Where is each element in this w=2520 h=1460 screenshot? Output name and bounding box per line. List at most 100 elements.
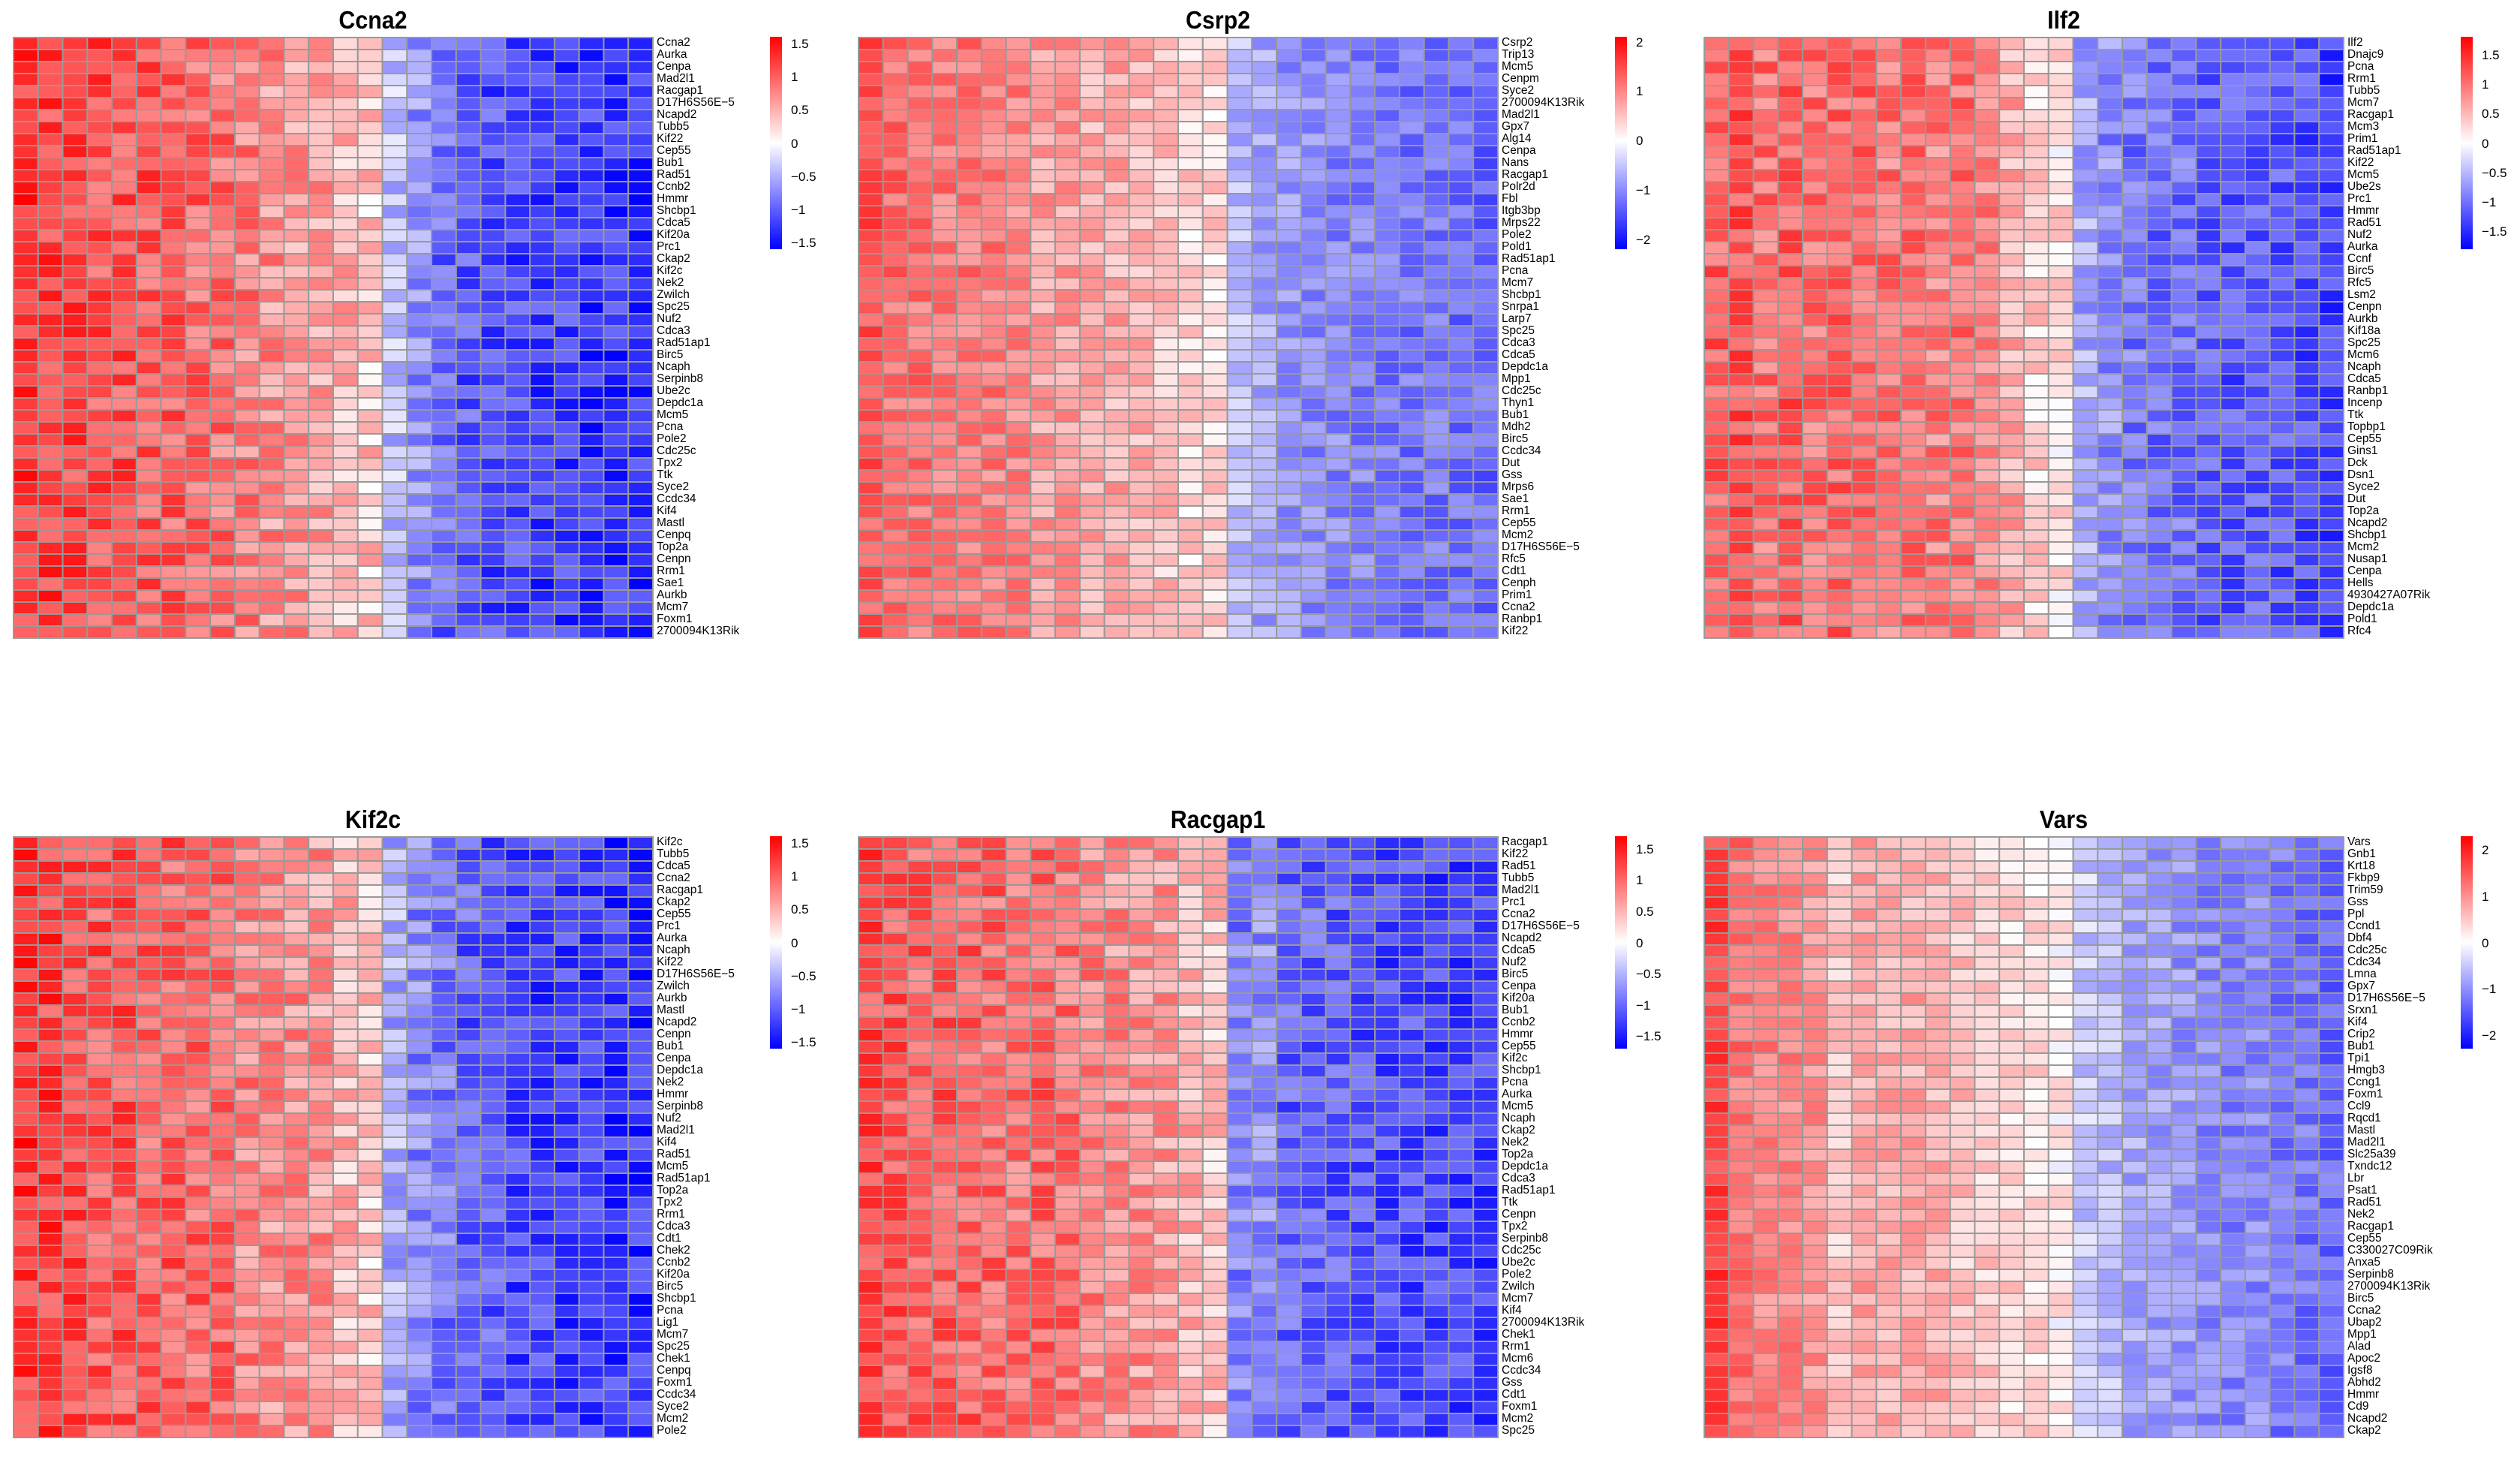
heatmap-cell	[1350, 374, 1375, 386]
heatmap-cell	[1827, 362, 1852, 374]
heatmap-cell	[957, 506, 982, 518]
heatmap-cell	[1153, 182, 1178, 194]
heatmap-cell	[1326, 206, 1351, 218]
heatmap-cell	[2221, 434, 2245, 446]
heatmap-cell	[957, 110, 982, 122]
heatmap-cell	[1006, 290, 1031, 302]
heatmap-cell	[112, 861, 137, 873]
heatmap-cell	[481, 1065, 506, 1077]
heatmap-cell	[2270, 50, 2295, 62]
heatmap-cell	[1778, 254, 1803, 266]
heatmap-cell	[2049, 602, 2073, 614]
heatmap-cell	[1999, 602, 2024, 614]
heatmap-cell	[555, 945, 579, 957]
heatmap-cell	[14, 1029, 38, 1041]
heatmap-cell	[1153, 62, 1178, 74]
heatmap-cell	[1704, 170, 1729, 182]
heatmap-cell	[1778, 494, 1803, 506]
heatmap-cell	[2073, 242, 2098, 254]
heatmap-cell	[2147, 518, 2172, 530]
heatmap-cell	[1729, 542, 1754, 554]
heatmap-cell	[284, 374, 308, 386]
heatmap-cell	[530, 933, 555, 945]
heatmap-cell	[112, 957, 137, 969]
heatmap-cell	[284, 50, 308, 62]
heatmap-cell	[1277, 518, 1301, 530]
heatmap-cell	[982, 218, 1006, 230]
heatmap-cell	[112, 981, 137, 993]
heatmap-cell	[210, 885, 235, 897]
heatmap-cell	[1350, 38, 1375, 50]
heatmap-cell	[2270, 194, 2295, 206]
heatmap-cell	[555, 254, 579, 266]
heatmap-cell	[1277, 422, 1301, 434]
heatmap-cell	[1950, 98, 1975, 110]
heatmap-cell	[1326, 326, 1351, 338]
heatmap-cell	[308, 482, 333, 494]
heatmap-cell	[555, 350, 579, 362]
heatmap-cell	[1473, 626, 1498, 638]
gene-label: Ccdc34	[657, 493, 696, 505]
heatmap-cell	[63, 158, 88, 170]
heatmap-cell	[2294, 278, 2319, 290]
heatmap-cell	[1055, 602, 1080, 614]
gene-label: Prc1	[2347, 193, 2371, 205]
heatmap-cell	[1876, 542, 1901, 554]
heatmap-cell	[1704, 218, 1729, 230]
heatmap-cell	[358, 206, 383, 218]
heatmap-cell	[555, 1149, 579, 1161]
heatmap-cell	[481, 314, 506, 326]
heatmap-cell	[883, 398, 908, 410]
heatmap-cell	[1974, 278, 1999, 290]
heatmap-cell	[579, 981, 604, 993]
heatmap-cell	[1326, 446, 1351, 458]
heatmap-cell	[87, 218, 112, 230]
heatmap-cell	[161, 458, 186, 470]
heatmap-cell	[505, 614, 530, 626]
heatmap-cell	[185, 981, 210, 993]
heatmap-cell	[210, 482, 235, 494]
heatmap-cell	[530, 981, 555, 993]
heatmap-cell	[38, 969, 63, 981]
heatmap-cell	[383, 1149, 407, 1161]
heatmap-cell	[407, 1125, 432, 1137]
heatmap-cell	[333, 1185, 358, 1197]
heatmap-cell	[308, 326, 333, 338]
heatmap-cell	[2073, 470, 2098, 482]
heatmap-cell	[358, 218, 383, 230]
gene-label: Csrp2	[1502, 37, 1532, 49]
heatmap-cell	[2221, 602, 2245, 614]
heatmap-cell	[859, 74, 883, 86]
heatmap-cell	[2196, 326, 2221, 338]
heatmap-cell	[982, 110, 1006, 122]
heatmap-cell	[2024, 122, 2049, 134]
heatmap-cell	[1375, 614, 1400, 626]
heatmap-cell	[932, 158, 957, 170]
heatmap-cell	[555, 206, 579, 218]
heatmap-cell	[1375, 38, 1400, 50]
heatmap-cell	[260, 1209, 284, 1221]
heatmap-cell	[1301, 170, 1326, 182]
heatmap-cell	[1203, 410, 1228, 422]
heatmap-cell	[530, 254, 555, 266]
heatmap-cell	[1827, 386, 1852, 398]
gene-label: Mad2l1	[1502, 109, 1540, 121]
heatmap-cell	[1006, 554, 1031, 566]
heatmap-cell	[161, 122, 186, 134]
heatmap-cell	[932, 518, 957, 530]
heatmap-cell	[260, 1137, 284, 1149]
heatmap-cell	[1277, 290, 1301, 302]
heatmap-cell	[14, 266, 38, 278]
heatmap-cell	[530, 1101, 555, 1113]
heatmap-cell	[383, 837, 407, 849]
heatmap-cell	[2172, 254, 2197, 266]
heatmap-cell	[2270, 134, 2295, 146]
heatmap-cell	[1129, 242, 1153, 254]
heatmap-cell	[112, 1137, 137, 1149]
heatmap-cell	[1375, 290, 1400, 302]
heatmap-cell	[1448, 290, 1473, 302]
heatmap-cell	[1950, 350, 1975, 362]
heatmap-cell	[505, 554, 530, 566]
heatmap-cell	[859, 98, 883, 110]
heatmap-cell	[1105, 98, 1129, 110]
